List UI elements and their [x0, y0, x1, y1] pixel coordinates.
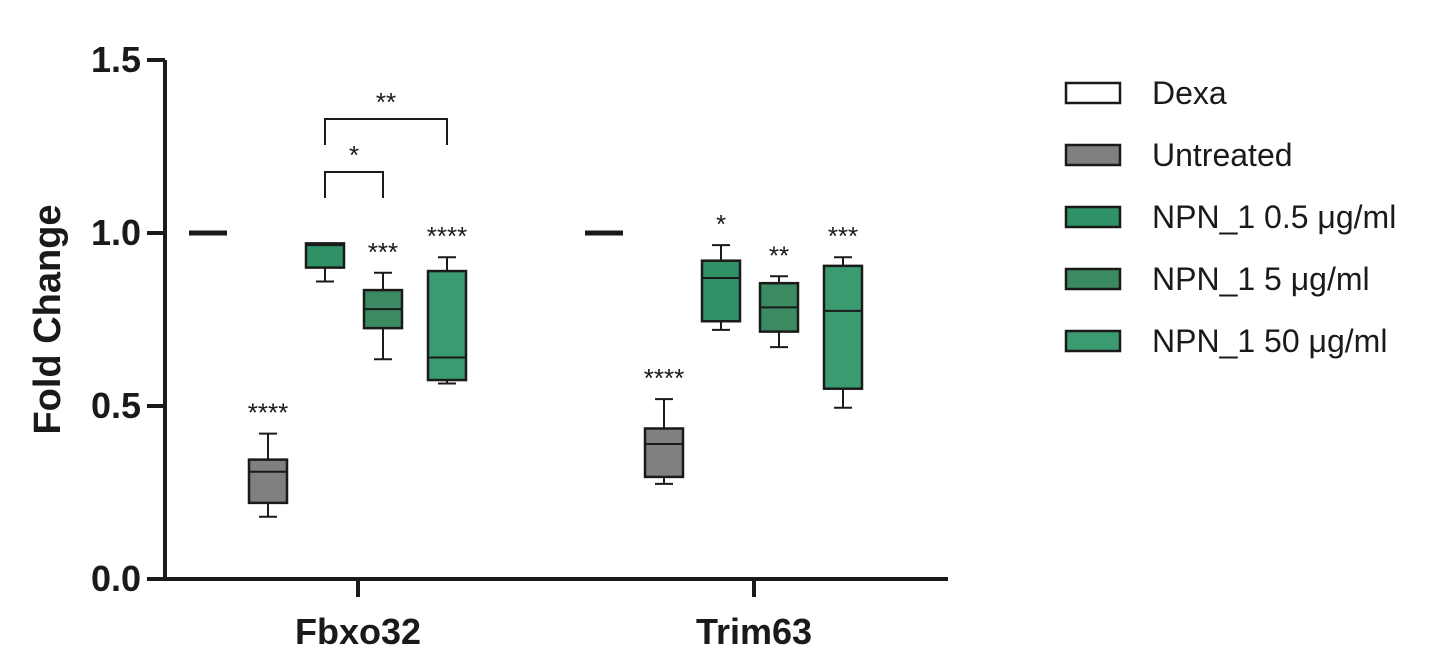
- axes: 0.0 0.5 1.0 1.5 Fbxo32 Trim63 Fold Change: [27, 39, 948, 652]
- box-4-0: ****: [426, 221, 468, 385]
- box-3-1: **: [758, 240, 800, 349]
- box-rect: [822, 264, 864, 390]
- comparison-bracket: *: [324, 140, 384, 198]
- x-tick-label: Fbxo32: [295, 611, 421, 652]
- legend-item: NPN_1 5 μg/ml: [1064, 261, 1370, 297]
- significance-label: ****: [248, 398, 288, 428]
- legend-swatch: [1064, 143, 1122, 167]
- significance-label: **: [769, 240, 789, 270]
- boxes-layer: ************ ****** ******: [189, 87, 864, 518]
- legend-item: NPN_1 0.5 μg/ml: [1064, 199, 1396, 235]
- legend-label: Dexa: [1152, 75, 1227, 111]
- legend-item: NPN_1 50 μg/ml: [1064, 323, 1387, 359]
- box-rect: [426, 269, 468, 382]
- legend-item: Dexa: [1064, 75, 1227, 111]
- significance-label: ***: [368, 237, 398, 267]
- legend-label: Untreated: [1152, 137, 1293, 173]
- significance-label: ***: [828, 221, 858, 251]
- box-1-0: ****: [247, 398, 289, 518]
- legend: Dexa Untreated NPN_1 0.5 μg/ml NPN_1 5 μg/m…: [1064, 75, 1396, 359]
- box-rect: [304, 242, 346, 269]
- significance-label: ****: [427, 221, 467, 251]
- box-3-0: ***: [362, 237, 404, 361]
- y-tick-label: 1.0: [91, 212, 141, 253]
- box-4-1: ***: [822, 221, 864, 409]
- y-tick-label: 0.0: [91, 558, 141, 599]
- legend-swatch: [1064, 81, 1122, 105]
- significance-label: ****: [644, 363, 684, 393]
- legend-swatch: [1064, 205, 1122, 229]
- box-1-1: ****: [643, 363, 685, 485]
- legend-label: NPN_1 50 μg/ml: [1152, 323, 1387, 359]
- bracket-line: [324, 171, 384, 198]
- box-rect: [643, 427, 685, 479]
- y-axis-title: Fold Change: [27, 204, 69, 434]
- x-tick-label: Trim63: [696, 611, 812, 652]
- box-2-1: *: [700, 209, 742, 331]
- legend-swatch: [1064, 329, 1122, 353]
- bracket-label: *: [349, 140, 359, 170]
- bracket-label: **: [376, 87, 396, 117]
- box-2-0: [304, 242, 346, 283]
- legend-label: NPN_1 0.5 μg/ml: [1152, 199, 1396, 235]
- legend-item: Untreated: [1064, 137, 1293, 173]
- bracket-line: [324, 118, 448, 145]
- legend-swatch: [1064, 267, 1122, 291]
- box-rect: [247, 458, 289, 505]
- box-rect: [700, 259, 742, 323]
- significance-label: *: [716, 209, 726, 239]
- y-tick-label: 1.5: [91, 39, 141, 80]
- legend-label: NPN_1 5 μg/ml: [1152, 261, 1370, 297]
- comparison-bracket: **: [324, 87, 448, 145]
- y-tick-label: 0.5: [91, 385, 141, 426]
